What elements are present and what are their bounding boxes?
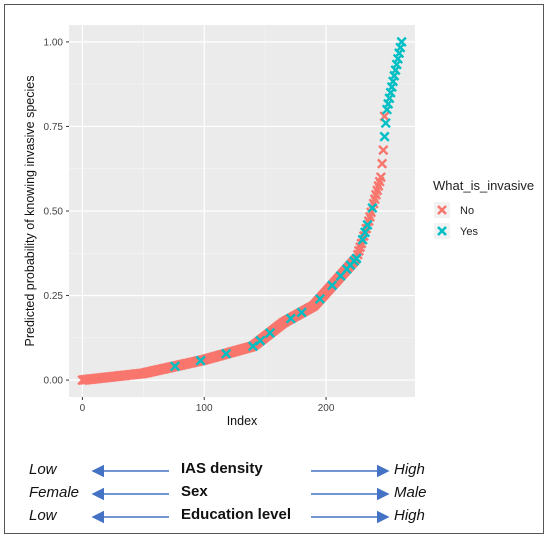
data-point-yes — [396, 36, 407, 48]
legend-x-marker — [437, 226, 447, 236]
data-point-yes — [359, 227, 371, 238]
legend-x-marker — [437, 205, 447, 215]
data-point-no — [378, 145, 389, 156]
legend: What_is_invasive No Yes — [433, 178, 534, 239]
sex-male-label: Male — [394, 484, 427, 501]
legend-entry-yes: Yes — [434, 223, 478, 239]
sex-female-label: Female — [29, 484, 80, 501]
data-point-no — [377, 158, 388, 169]
legend-label: Yes — [460, 226, 478, 238]
y-axis-title: Predicted probability of knowing invasiv… — [23, 76, 37, 347]
data-point-yes — [221, 348, 232, 359]
y-tick-label: 0.25 — [44, 291, 64, 302]
data-point-yes — [285, 313, 296, 324]
data-point-yes — [169, 361, 181, 372]
annotation-row-education-level: Low Education level High — [5, 506, 545, 529]
figure-frame: 0 100 200 0.00 0.25 0.50 0.75 1.00 Index Predic… — [4, 4, 544, 534]
data-point-yes — [327, 280, 338, 291]
data-point-yes — [357, 234, 368, 245]
education-high-label: High — [394, 507, 425, 524]
data-point-yes — [362, 219, 373, 230]
scatter-chart: 0 100 200 0.00 0.25 0.50 0.75 1.00 Index Predic… — [23, 25, 534, 428]
legend-label: No — [460, 205, 474, 217]
grid-lines — [69, 25, 415, 397]
y-tick-label: 1.00 — [44, 37, 64, 48]
ias-density-low-label: Low — [29, 461, 57, 478]
data-point-yes — [367, 202, 378, 214]
data-point-yes — [314, 293, 326, 305]
data-point-yes — [264, 327, 276, 339]
x-tick-label: 0 — [80, 403, 86, 414]
data-point-yes — [296, 307, 307, 318]
data-point-yes — [380, 117, 391, 129]
data-point-no — [375, 172, 386, 183]
axis-ticks: 0 100 200 0.00 0.25 0.50 0.75 1.00 — [44, 37, 335, 414]
sex-label: Sex — [181, 483, 208, 500]
data-point-yes — [255, 335, 266, 346]
annotation-arrows — [91, 464, 390, 524]
annotation-row-sex: Female Sex Male — [5, 483, 545, 506]
x-tick-label: 100 — [196, 403, 213, 414]
data-point-yes — [379, 131, 390, 142]
data-points — [77, 36, 407, 386]
ias-density-label: IAS density — [181, 460, 263, 477]
y-tick-label: 0.00 — [44, 376, 64, 387]
legend-title: What_is_invasive — [433, 178, 534, 193]
x-axis-title: Index — [227, 414, 258, 428]
ias-density-high-label: High — [394, 461, 425, 478]
data-point-yes — [351, 253, 362, 264]
x-tick-label: 200 — [318, 403, 335, 414]
y-tick-label: 0.75 — [44, 122, 64, 133]
y-tick-label: 0.50 — [44, 207, 64, 218]
education-level-label: Education level — [181, 506, 292, 523]
legend-entry-no: No — [434, 202, 474, 218]
education-low-label: Low — [29, 507, 57, 524]
annotation-row-ias-density: Low IAS density High — [5, 460, 545, 483]
data-point-yes — [195, 355, 206, 366]
